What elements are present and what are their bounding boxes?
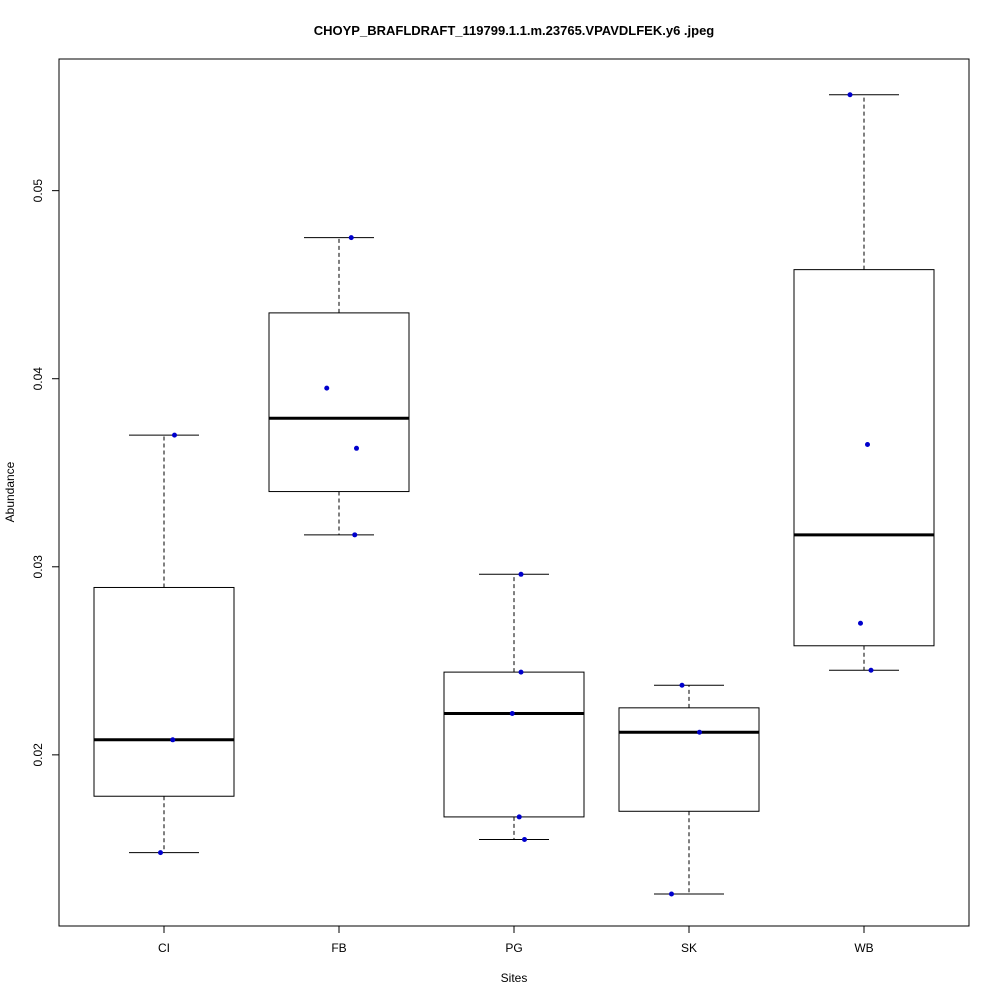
y-tick-label: 0.03	[31, 555, 45, 579]
points-layer	[158, 92, 874, 897]
chart-title: CHOYP_BRAFLDRAFT_119799.1.1.m.23765.VPAV…	[314, 23, 715, 38]
data-point	[516, 814, 522, 820]
data-point	[669, 891, 674, 897]
data-point	[354, 445, 359, 451]
y-tick-label: 0.02	[31, 743, 45, 767]
data-point	[518, 669, 524, 675]
y-axis: 0.02 0.03 0.04 0.05	[31, 179, 59, 767]
iqr-box	[618, 707, 760, 812]
data-point	[509, 710, 515, 716]
y-tick-label: 0.04	[31, 367, 45, 391]
box-ci	[93, 434, 235, 854]
data-point	[679, 682, 685, 688]
data-point	[348, 235, 354, 241]
iqr-box	[793, 269, 935, 647]
iqr-box	[443, 671, 585, 818]
data-point	[847, 92, 853, 98]
iqr-box	[268, 312, 410, 493]
x-tick-label: WB	[854, 941, 873, 955]
box-wb	[793, 94, 935, 671]
box-sk	[618, 684, 760, 895]
data-point	[522, 836, 527, 842]
data-point	[172, 432, 177, 438]
data-point	[865, 442, 870, 448]
data-point	[868, 667, 874, 673]
boxes-layer	[93, 94, 935, 895]
box-pg	[443, 573, 585, 840]
data-point	[324, 385, 330, 391]
data-point	[158, 850, 163, 856]
iqr-box	[93, 586, 235, 797]
x-axis: CI FB PG SK WB	[158, 926, 874, 955]
x-tick-label: FB	[331, 941, 346, 955]
x-axis-label: Sites	[501, 971, 528, 985]
data-point	[352, 532, 358, 538]
data-point	[697, 729, 702, 735]
y-tick-label: 0.05	[31, 179, 45, 203]
data-point	[518, 571, 524, 577]
data-point	[858, 620, 863, 626]
x-tick-label: PG	[505, 941, 522, 955]
y-axis-label: Abundance	[3, 461, 17, 522]
x-tick-label: SK	[681, 941, 697, 955]
data-point	[170, 737, 176, 743]
x-tick-label: CI	[158, 941, 170, 955]
box-fb	[268, 237, 410, 536]
